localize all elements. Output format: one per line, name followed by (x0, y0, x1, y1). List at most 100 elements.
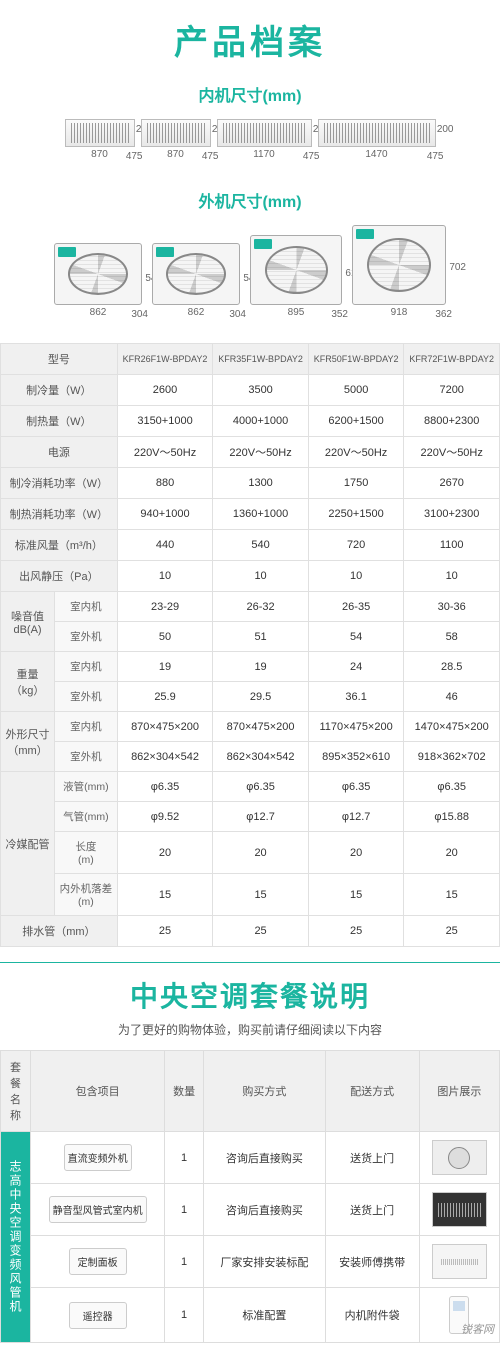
dim-depth: 475 (427, 151, 444, 162)
model-header: KFR50F1W-BPDAY2 (308, 344, 404, 375)
pkg-ship: 送货上门 (325, 1132, 419, 1184)
spec-cell: 25 (213, 916, 309, 947)
pkg-header: 图片展示 (419, 1051, 499, 1132)
spec-row-label: 出风静压（Pa） (1, 561, 118, 592)
spec-cell: φ9.52 (117, 802, 213, 832)
spec-cell: 1750 (308, 468, 404, 499)
spec-cell: 1100 (404, 530, 500, 561)
spec-cell: 19 (213, 652, 309, 682)
spec-table: 型号KFR26F1W-BPDAY2KFR35F1W-BPDAY2KFR50F1W… (0, 343, 500, 947)
fan-icon (367, 238, 431, 293)
spec-cell: 1170×475×200 (308, 712, 404, 742)
spec-cell: 3100+2300 (404, 499, 500, 530)
spec-row-label: 制冷消耗功率（W） (1, 468, 118, 499)
indoor-unit: 2004751170 (217, 119, 312, 160)
spec-sub-label: 室内机 (55, 592, 118, 622)
outdoor-unit: 542304862 (54, 243, 142, 318)
spec-cell: 1470×475×200 (404, 712, 500, 742)
spec-cell: 25 (117, 916, 213, 947)
spec-cell: 2670 (404, 468, 500, 499)
package-subtitle: 为了更好的购物体验，购买前请仔细阅读以下内容 (0, 1021, 500, 1038)
spec-cell: 30-36 (404, 592, 500, 622)
spec-sub-label: 室内机 (55, 712, 118, 742)
pkg-ship: 安装师傅携带 (325, 1236, 419, 1288)
pkg-item-label: 遥控器 (69, 1302, 127, 1329)
spec-group-label: 噪音值 dB(A) (1, 592, 55, 652)
outdoor-units-row: 542304862542304862610352895702362918 (0, 220, 500, 343)
spec-cell: 1360+1000 (213, 499, 309, 530)
spec-sub-label: 室外机 (55, 622, 118, 652)
dim-width: 870 (167, 149, 184, 160)
spec-row-label: 制冷量（W） (1, 375, 118, 406)
spec-row-label: 排水管（mm） (1, 916, 118, 947)
dim-height: 200 (437, 124, 454, 135)
spec-cell: φ12.7 (308, 802, 404, 832)
pkg-ship: 送货上门 (325, 1184, 419, 1236)
spec-cell: φ6.35 (308, 772, 404, 802)
spec-cell: 25 (404, 916, 500, 947)
watermark: 锐客网 (461, 1321, 494, 1337)
spec-cell: 2600 (117, 375, 213, 406)
spec-cell: 10 (117, 561, 213, 592)
spec-row-label: 制热量（W） (1, 406, 118, 437)
spec-cell: 20 (404, 832, 500, 874)
spec-cell: 220V～50Hz (308, 437, 404, 468)
spec-cell: 3500 (213, 375, 309, 406)
pkg-buy: 标准配置 (204, 1288, 326, 1343)
spec-cell: φ12.7 (213, 802, 309, 832)
spec-row-label: 电源 (1, 437, 118, 468)
spec-cell: 4000+1000 (213, 406, 309, 437)
indoor-dims-title: 内机尺寸(mm) (0, 74, 500, 114)
spec-cell: 15 (213, 874, 309, 916)
indoor-unit: 2004751470 (318, 119, 436, 160)
spec-cell: 220V～50Hz (213, 437, 309, 468)
dim-width: 1470 (365, 149, 387, 160)
pkg-qty: 1 (165, 1288, 204, 1343)
spec-cell: 2250+1500 (308, 499, 404, 530)
spec-cell: 1300 (213, 468, 309, 499)
dim-width: 862 (90, 307, 107, 318)
pkg-buy: 咨询后直接购买 (204, 1132, 326, 1184)
spec-header-model: 型号 (1, 344, 118, 375)
brand-badge (58, 247, 76, 257)
dim-depth: 362 (435, 309, 452, 320)
outdoor-unit: 610352895 (250, 235, 342, 318)
pkg-qty: 1 (165, 1132, 204, 1184)
spec-cell: 54 (308, 622, 404, 652)
spec-cell: 10 (404, 561, 500, 592)
pkg-thumb-cell (419, 1236, 499, 1288)
pkg-qty: 1 (165, 1236, 204, 1288)
spec-row-label: 标准风量（m³/h） (1, 530, 118, 561)
spec-cell: 220V～50Hz (404, 437, 500, 468)
spec-cell: 20 (213, 832, 309, 874)
model-header: KFR35F1W-BPDAY2 (213, 344, 309, 375)
pkg-item-label: 静音型风管式室内机 (49, 1196, 147, 1223)
spec-cell: 24 (308, 652, 404, 682)
spec-cell: 720 (308, 530, 404, 561)
spec-row-label: 制热消耗功率（W） (1, 499, 118, 530)
page-title: 产品档案 (0, 0, 500, 74)
spec-cell: 918×362×702 (404, 742, 500, 772)
package-table: 套餐名称包含项目数量购买方式配送方式图片展示志高中央空调变频风管机直流变频外机1… (0, 1050, 500, 1343)
spec-cell: 26-32 (213, 592, 309, 622)
spec-cell: 25 (308, 916, 404, 947)
pkg-header: 购买方式 (204, 1051, 326, 1132)
spec-cell: 36.1 (308, 682, 404, 712)
dim-width: 1170 (253, 149, 275, 160)
spec-cell: φ6.35 (117, 772, 213, 802)
outdoor-unit: 542304862 (152, 243, 240, 318)
spec-sub-label: 室内机 (55, 652, 118, 682)
spec-cell: 895×352×610 (308, 742, 404, 772)
spec-cell: 5000 (308, 375, 404, 406)
fan-icon (265, 246, 328, 294)
spec-cell: 23-29 (117, 592, 213, 622)
spec-group-label: 外形尺寸 （mm） (1, 712, 55, 772)
pkg-name: 志高中央空调变频风管机 (1, 1132, 31, 1343)
spec-cell: 20 (117, 832, 213, 874)
dim-width: 870 (91, 149, 108, 160)
spec-cell: 50 (117, 622, 213, 652)
pkg-buy: 厂家安排安装标配 (204, 1236, 326, 1288)
pkg-qty: 1 (165, 1184, 204, 1236)
pkg-buy: 咨询后直接购买 (204, 1184, 326, 1236)
spec-cell: 3150+1000 (117, 406, 213, 437)
